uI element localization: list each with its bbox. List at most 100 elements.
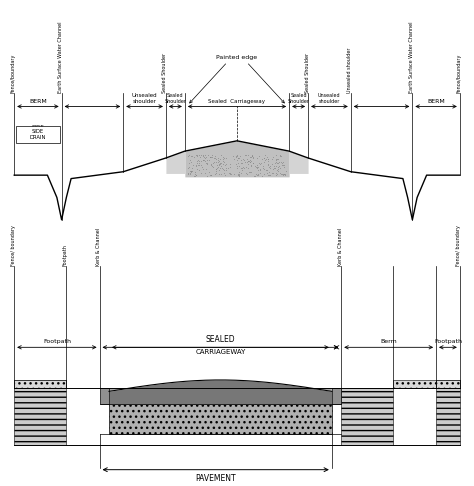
- Point: [240, 156, 248, 164]
- Point: [242, 163, 250, 171]
- Point: [187, 170, 194, 178]
- Text: SEALED: SEALED: [206, 335, 235, 344]
- Point: [206, 153, 214, 161]
- Point: [233, 152, 241, 159]
- Point: [214, 158, 222, 166]
- Point: [202, 154, 210, 161]
- Point: [278, 170, 285, 177]
- Point: [264, 156, 272, 163]
- Point: [272, 151, 279, 159]
- Point: [220, 166, 228, 174]
- Text: Earth Surface Water Channel: Earth Surface Water Channel: [409, 21, 414, 93]
- Text: SIDE
DRAIN: SIDE DRAIN: [29, 125, 46, 136]
- Text: Sealed Shoulder: Sealed Shoulder: [162, 52, 167, 93]
- Text: Footpath: Footpath: [434, 339, 462, 344]
- Point: [230, 155, 238, 163]
- Bar: [436, 380, 460, 388]
- Text: Kerb & Channel: Kerb & Channel: [96, 227, 101, 266]
- Point: [187, 152, 195, 159]
- Point: [247, 161, 255, 169]
- Point: [189, 161, 197, 169]
- Point: [188, 167, 195, 175]
- Point: [210, 154, 218, 162]
- Point: [235, 172, 243, 180]
- Point: [272, 162, 280, 170]
- Point: [212, 158, 220, 166]
- Point: [266, 172, 274, 179]
- Point: [209, 159, 217, 167]
- Bar: [14, 380, 66, 388]
- Point: [232, 160, 240, 168]
- Point: [246, 168, 253, 176]
- Point: [194, 156, 202, 164]
- Point: [280, 171, 288, 178]
- Point: [249, 153, 257, 160]
- Point: [201, 151, 209, 158]
- Point: [198, 163, 205, 171]
- Point: [270, 165, 277, 173]
- Text: Painted edge: Painted edge: [217, 55, 257, 60]
- Point: [265, 171, 273, 179]
- Point: [213, 165, 220, 173]
- Point: [220, 170, 228, 177]
- Point: [244, 160, 252, 168]
- Point: [196, 153, 204, 161]
- Point: [203, 156, 210, 163]
- Point: [192, 171, 200, 179]
- Point: [188, 167, 196, 174]
- Point: [272, 156, 279, 164]
- Point: [189, 164, 196, 172]
- Point: [184, 169, 192, 176]
- Text: Fence/boundary: Fence/boundary: [10, 53, 16, 93]
- Point: [255, 159, 263, 167]
- Point: [202, 159, 210, 167]
- Point: [190, 153, 197, 161]
- Point: [219, 165, 227, 173]
- Point: [248, 152, 255, 160]
- Point: [273, 171, 280, 178]
- Point: [186, 167, 193, 174]
- Point: [270, 162, 278, 170]
- Text: Sealed
Shoulder: Sealed Shoulder: [164, 93, 186, 104]
- Point: [275, 162, 283, 170]
- Text: BERM: BERM: [29, 99, 47, 104]
- Point: [193, 153, 201, 160]
- Point: [220, 157, 228, 165]
- Text: Unsealed
shoulder: Unsealed shoulder: [318, 93, 341, 104]
- Bar: [14, 380, 66, 445]
- Point: [241, 158, 248, 166]
- Point: [247, 168, 255, 176]
- Bar: [16, 126, 60, 142]
- Point: [209, 164, 217, 172]
- Point: [263, 153, 271, 160]
- Point: [222, 164, 230, 172]
- Point: [234, 151, 241, 158]
- Point: [193, 165, 201, 173]
- Point: [234, 170, 242, 177]
- Point: [244, 157, 251, 165]
- Point: [185, 159, 192, 167]
- Point: [236, 152, 244, 159]
- Text: Berm: Berm: [380, 339, 397, 344]
- Point: [261, 154, 268, 161]
- Point: [191, 168, 199, 176]
- Point: [282, 168, 290, 175]
- Point: [260, 170, 268, 178]
- Point: [279, 161, 287, 169]
- Point: [203, 160, 211, 168]
- Point: [185, 163, 193, 171]
- Point: [272, 157, 280, 165]
- Point: [205, 152, 212, 159]
- Point: [254, 171, 261, 178]
- Point: [215, 166, 223, 174]
- Point: [191, 172, 199, 179]
- Point: [250, 172, 258, 180]
- Point: [253, 172, 260, 179]
- Text: Sealed Shoulder: Sealed Shoulder: [304, 52, 310, 93]
- Point: [233, 152, 240, 160]
- Point: [207, 171, 215, 179]
- Point: [248, 152, 256, 160]
- Text: Sealed  Carriageway: Sealed Carriageway: [209, 99, 265, 104]
- Point: [268, 156, 276, 163]
- Point: [239, 166, 246, 174]
